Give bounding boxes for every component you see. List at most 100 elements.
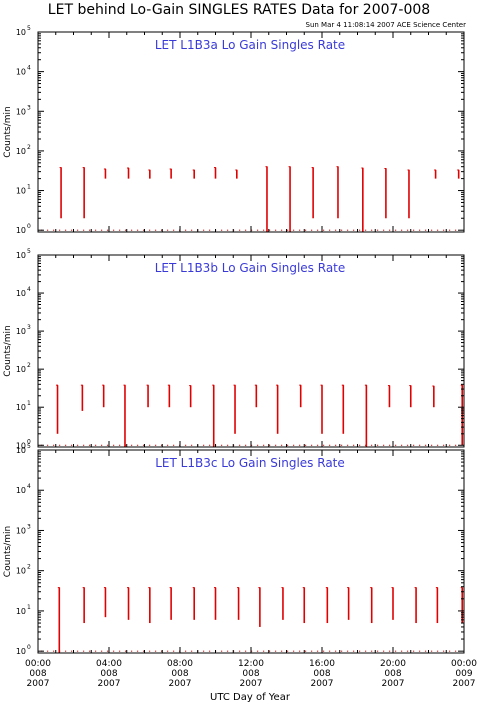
baseline-point: [287, 229, 289, 231]
y-tick-label: 10: [16, 28, 26, 37]
baseline-point: [347, 229, 349, 231]
y-tick-exponent: 0: [27, 644, 31, 651]
baseline-point: [293, 444, 295, 446]
y-tick-exponent: 1: [27, 184, 31, 191]
baseline-point: [161, 444, 163, 446]
baseline-point: [95, 650, 97, 652]
baseline-point: [161, 650, 163, 652]
baseline-point: [131, 444, 133, 446]
y-tick-exponent: 2: [27, 362, 31, 369]
y-tick-label: 10: [16, 187, 26, 196]
baseline-point: [419, 650, 421, 652]
baseline-point: [83, 444, 85, 446]
baseline-point: [323, 229, 325, 231]
y-tick-label: 10: [16, 327, 26, 336]
baseline-point: [305, 229, 307, 231]
baseline-point: [59, 650, 61, 652]
baseline-point: [329, 650, 331, 652]
baseline-point: [257, 650, 259, 652]
baseline-point: [185, 444, 187, 446]
baseline-point: [107, 444, 109, 446]
x-tick-year: 2007: [169, 679, 192, 689]
baseline-point: [209, 229, 211, 231]
baseline-point: [53, 650, 55, 652]
figure-title: LET behind Lo-Gain SINGLES RATES Data fo…: [48, 2, 430, 18]
baseline-point: [131, 229, 133, 231]
baseline-point: [191, 444, 193, 446]
baseline-point: [371, 229, 373, 231]
baseline-point: [365, 444, 367, 446]
baseline-point: [317, 650, 319, 652]
y-tick-exponent: 3: [27, 104, 31, 111]
x-tick-year: 2007: [311, 679, 334, 689]
baseline-point: [377, 229, 379, 231]
baseline-point: [263, 229, 265, 231]
baseline-point: [89, 229, 91, 231]
baseline-point: [365, 650, 367, 652]
baseline-point: [173, 650, 175, 652]
y-tick-exponent: 4: [27, 65, 31, 72]
baseline-point: [113, 650, 115, 652]
baseline-point: [263, 650, 265, 652]
baseline-point: [305, 444, 307, 446]
y-tick-label: 10: [16, 226, 26, 235]
baseline-point: [221, 444, 223, 446]
baseline-point: [335, 229, 337, 231]
baseline-point: [413, 650, 415, 652]
baseline-point: [443, 650, 445, 652]
baseline-point: [77, 444, 79, 446]
baseline-point: [431, 444, 433, 446]
baseline-point: [203, 444, 205, 446]
baseline-point: [119, 444, 121, 446]
baseline-point: [257, 444, 259, 446]
baseline-point: [431, 650, 433, 652]
baseline-point: [155, 229, 157, 231]
baseline-point: [107, 650, 109, 652]
baseline-point: [359, 229, 361, 231]
baseline-point: [317, 444, 319, 446]
baseline-point: [323, 650, 325, 652]
baseline-point: [95, 444, 97, 446]
baseline-point: [59, 229, 61, 231]
x-tick-doy: 009: [455, 669, 472, 679]
baseline-point: [245, 650, 247, 652]
x-tick-year: 2007: [27, 679, 50, 689]
baseline-point: [455, 650, 457, 652]
baseline-point: [59, 444, 61, 446]
baseline-point: [137, 229, 139, 231]
y-tick-exponent: 2: [27, 144, 31, 151]
baseline-point: [47, 444, 49, 446]
baseline-point: [77, 650, 79, 652]
baseline-point: [227, 229, 229, 231]
baseline-point: [425, 444, 427, 446]
baseline-point: [275, 650, 277, 652]
baseline-point: [449, 444, 451, 446]
baseline-point: [239, 650, 241, 652]
baseline-point: [137, 444, 139, 446]
baseline-point: [275, 229, 277, 231]
baseline-point: [257, 229, 259, 231]
baseline-point: [311, 650, 313, 652]
x-tick-doy: 008: [384, 669, 401, 679]
baseline-point: [407, 229, 409, 231]
baseline-point: [185, 229, 187, 231]
baseline-point: [125, 444, 127, 446]
baseline-point: [65, 229, 67, 231]
baseline-point: [113, 229, 115, 231]
baseline-point: [275, 444, 277, 446]
x-tick-doy: 008: [171, 669, 188, 679]
baseline-point: [143, 229, 145, 231]
baseline-point: [425, 650, 427, 652]
baseline-point: [83, 229, 85, 231]
baseline-point: [101, 229, 103, 231]
y-tick-exponent: 3: [27, 324, 31, 331]
baseline-point: [167, 650, 169, 652]
baseline-point: [377, 444, 379, 446]
baseline-point: [383, 229, 385, 231]
y-tick-label: 10: [16, 486, 26, 495]
x-tick-doy: 008: [29, 669, 46, 679]
baseline-point: [227, 444, 229, 446]
baseline-point: [191, 650, 193, 652]
panel-title: LET L1B3a Lo Gain Singles Rate: [155, 38, 345, 52]
baseline-point: [353, 444, 355, 446]
